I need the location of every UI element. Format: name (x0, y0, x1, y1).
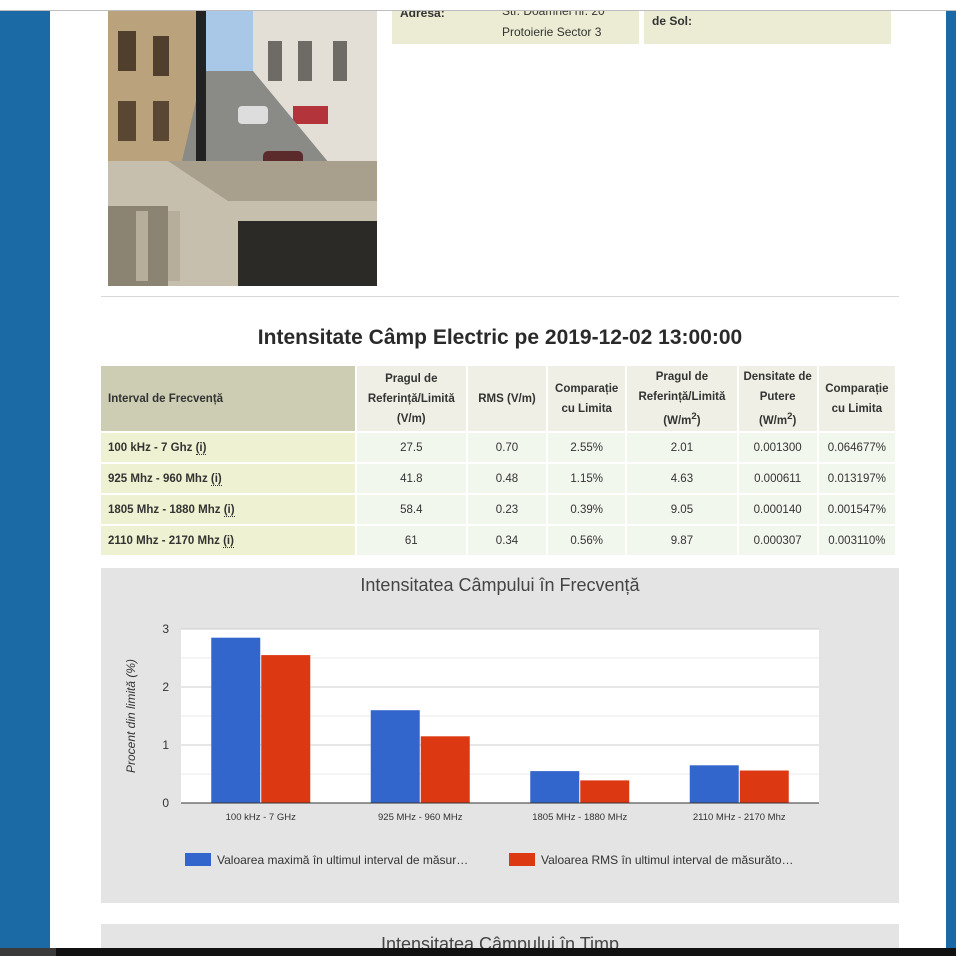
frequency-chart: 0 1 2 3 Procent din limită (%) 100 kHz - 7 GH… (124, 622, 819, 823)
cell-limit-vm: 27.5 (356, 433, 466, 462)
location-photo (108, 11, 377, 286)
legend-series-1[interactable]: Valoarea maximă în ultimul interval de m… (185, 853, 468, 867)
info-link[interactable]: (i) (223, 534, 234, 548)
cell-limit-vm: 61 (356, 526, 466, 555)
cell-limit-vm: 58.4 (356, 495, 466, 524)
frequency-chart-panel: Intensitatea Câmpului în Frecvență 0 1 2 3 P… (101, 568, 899, 903)
cell-limit-wm2: 2.01 (627, 433, 737, 462)
info-link[interactable]: (i) (223, 503, 235, 517)
cell-cmp2: 0.003110% (818, 526, 895, 555)
section-divider (101, 296, 899, 297)
x-tick-label: 100 kHz - 7 GHz (226, 812, 296, 823)
bar-max (530, 771, 580, 803)
interval-cell: 925 Mhz - 960 Mhz (i) (101, 464, 355, 493)
cell-density: 0.001300 (738, 433, 817, 462)
legend-label-2: Valoarea RMS în ultimul interval de măsu… (541, 853, 794, 867)
time-chart-title: Intensitatea Câmpului în Timp (380, 934, 620, 948)
cell-limit-wm2: 4.63 (627, 464, 737, 493)
address-label: Adresa: (400, 11, 445, 20)
header-interval: Interval de Frecvență (101, 366, 355, 431)
table-row: 2110 Mhz - 2170 Mhz (i) 61 0.34 0.56% 9.87 0.… (101, 526, 895, 555)
address-line-1: Str. Doamnei nr. 20 (502, 11, 605, 18)
address-box: Adresa: Str. Doamnei nr. 20 Protoierie S… (392, 11, 639, 44)
bar-max (689, 765, 739, 803)
interval-label: 1805 Mhz - 1880 Mhz (108, 503, 221, 516)
y-tick-label: 2 (162, 680, 169, 694)
table-header-row: Interval de Frecvență Pragul de Referinț… (101, 366, 895, 431)
interval-cell: 2110 Mhz - 2170 Mhz (i) (101, 526, 355, 555)
legend-label-1: Valoarea maximă în ultimul interval de m… (217, 853, 469, 867)
y-tick-label: 0 (162, 796, 169, 810)
time-chart-panel: Intensitatea Câmpului în Timp (101, 924, 899, 948)
x-tick-label: 1805 MHz - 1880 MHz (532, 812, 627, 823)
cell-density: 0.000307 (738, 526, 817, 555)
header-comparison-2: Comparație cu Limita (818, 366, 895, 431)
cell-limit-wm2: 9.05 (627, 495, 737, 524)
y-tick-label: 3 (162, 622, 169, 636)
chart-title: Intensitatea Câmpului în Frecvență (360, 575, 640, 595)
height-box: de Sol: (644, 11, 891, 44)
interval-label: 100 kHz - 7 Ghz (108, 441, 193, 454)
bar-rms (261, 655, 311, 803)
cell-rms: 0.48 (467, 464, 547, 493)
page-content: Adresa: Str. Doamnei nr. 20 Protoierie S… (50, 11, 946, 948)
y-tick-label: 1 (162, 738, 169, 752)
header-limit-vm: Pragul de Referință/Limită (V/m) (356, 366, 466, 431)
cell-cmp2: 0.064677% (818, 433, 895, 462)
legend-swatch-blue (185, 853, 211, 866)
taskbar (0, 948, 956, 956)
bar-max (211, 637, 261, 803)
cell-cmp2: 0.001547% (818, 495, 895, 524)
interval-cell: 1805 Mhz - 1880 Mhz (i) (101, 495, 355, 524)
measurements-table: Interval de Frecvență Pragul de Referinț… (99, 364, 897, 557)
cell-cmp1: 1.15% (548, 464, 626, 493)
interval-cell: 100 kHz - 7 Ghz (i) (101, 433, 355, 462)
info-link[interactable]: (i) (210, 472, 222, 486)
y-axis-label: Procent din limită (%) (124, 659, 138, 773)
cell-density: 0.000140 (738, 495, 817, 524)
x-tick-label: 925 MHz - 960 MHz (378, 812, 463, 823)
table-row: 100 kHz - 7 Ghz (i) 27.5 0.70 2.55% 2.01 0.00… (101, 433, 895, 462)
interval-label: 925 Mhz - 960 Mhz (108, 472, 208, 485)
address-line-2: Protoierie Sector 3 (502, 25, 602, 39)
bar-rms (580, 780, 630, 803)
cell-cmp1: 0.39% (548, 495, 626, 524)
bar-max (370, 710, 420, 803)
cell-rms: 0.34 (467, 526, 547, 555)
cell-limit-wm2: 9.87 (627, 526, 737, 555)
bar-rms (739, 770, 789, 803)
header-limit-wm2: Pragul de Referință/Limită (W/m2) (627, 366, 737, 431)
legend-swatch-red (509, 853, 535, 866)
cell-cmp1: 0.56% (548, 526, 626, 555)
header-rms: RMS (V/m) (467, 366, 547, 431)
info-link[interactable]: (i) (195, 441, 207, 455)
cell-cmp1: 2.55% (548, 433, 626, 462)
cell-rms: 0.23 (467, 495, 547, 524)
page-title: Intensitate Câmp Electric pe 2019-12-02 … (257, 326, 743, 349)
cell-rms: 0.70 (467, 433, 547, 462)
cell-density: 0.000611 (738, 464, 817, 493)
header-density: Densitate de Putere (W/m2) (738, 366, 817, 431)
browser-top-edge (0, 0, 956, 11)
legend-series-2[interactable]: Valoarea RMS în ultimul interval de măsu… (509, 853, 794, 867)
bar-rms (420, 736, 470, 803)
table-row: 1805 Mhz - 1880 Mhz (i) 58.4 0.23 0.39% 9.05… (101, 495, 895, 524)
table-row: 925 Mhz - 960 Mhz (i) 41.8 0.48 1.15% 4.63 0.… (101, 464, 895, 493)
header-comparison-1: Comparație cu Limita (548, 366, 626, 431)
height-label: de Sol: (652, 14, 693, 28)
x-tick-label: 2110 MHz - 2170 Mhz (693, 812, 786, 823)
interval-label: 2110 Mhz - 2170 Mhz (108, 534, 220, 547)
cell-cmp2: 0.013197% (818, 464, 895, 493)
cell-limit-vm: 41.8 (356, 464, 466, 493)
